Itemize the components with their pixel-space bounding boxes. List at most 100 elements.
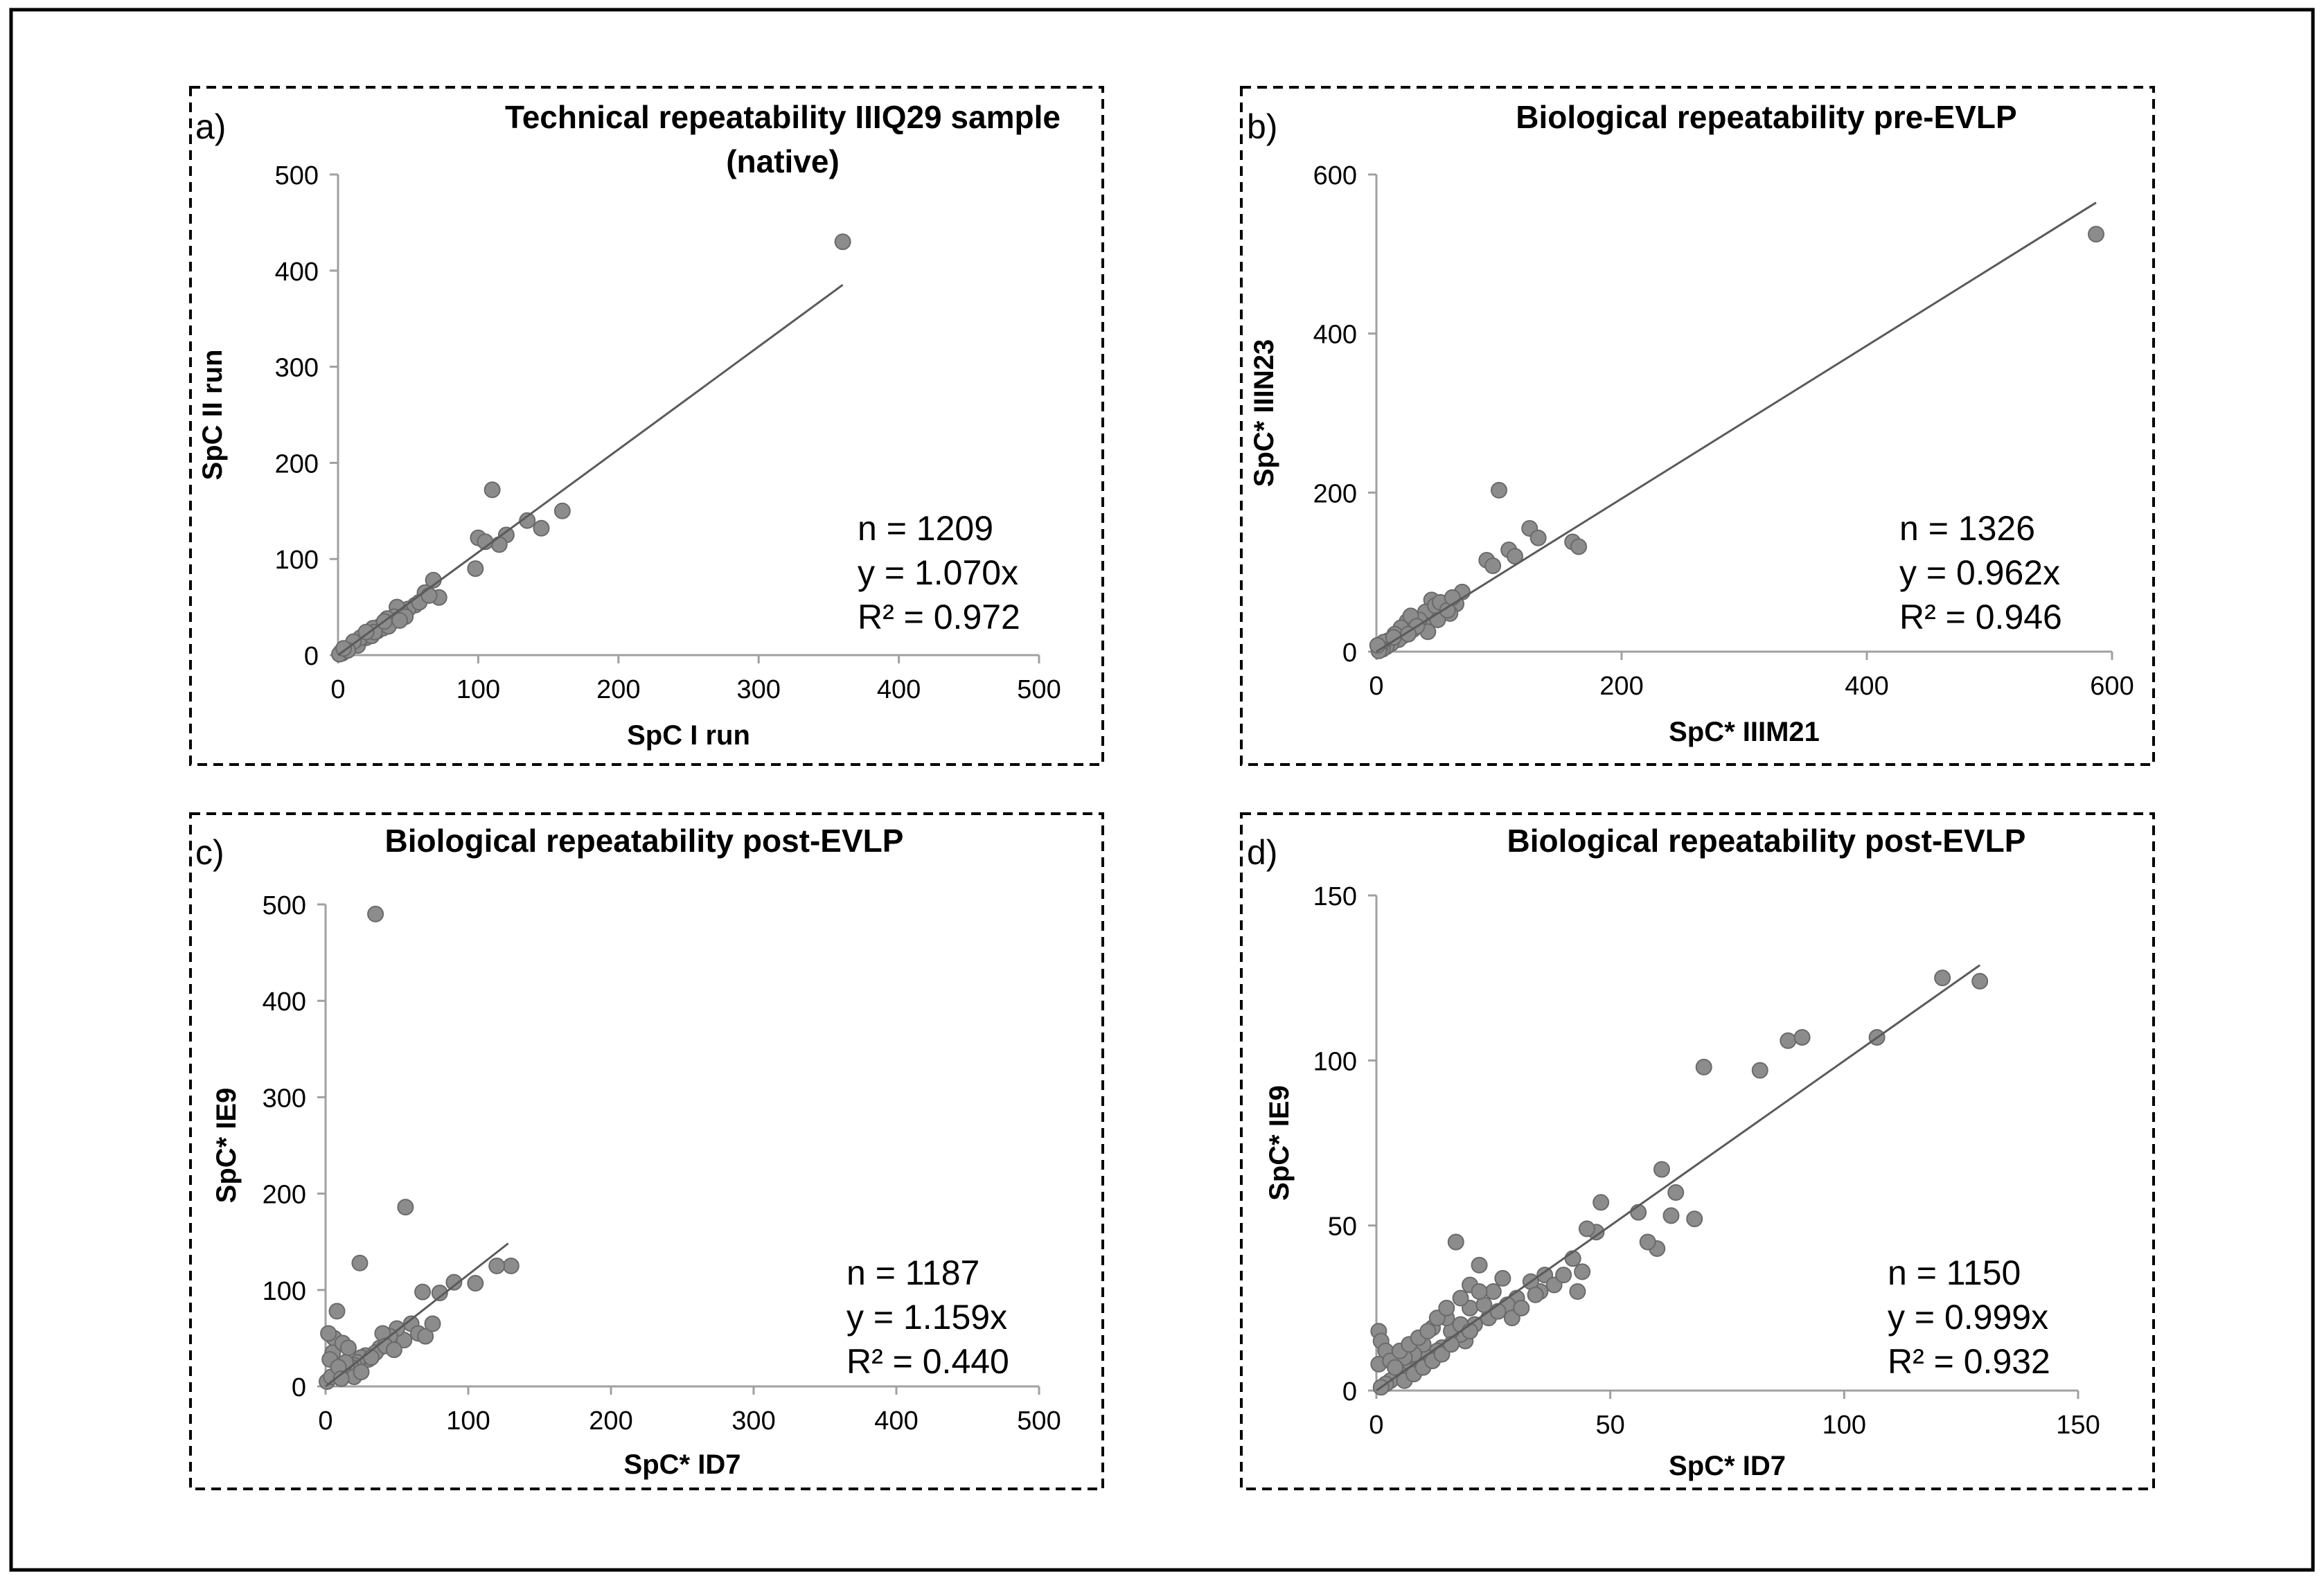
regression-stat: y = 0.999x [1888,1298,2048,1337]
chart-title: (native) [726,143,840,179]
x-axis-title: SpC* IIIM21 [1669,717,1820,747]
regression-stat: n = 1150 [1888,1253,2021,1292]
data-point [490,536,508,553]
x-tick-label: 0 [1369,672,1383,701]
panel-border [189,86,1104,766]
data-point [1452,1289,1469,1307]
data-point [1695,1058,1712,1075]
x-tick-label: 400 [874,1406,918,1436]
chart-title: Biological repeatability post-EVLP [385,823,904,859]
data-point [1507,548,1524,565]
data-point [519,512,536,529]
data-point [1667,1184,1685,1201]
data-point [391,612,409,629]
data-point [488,1258,506,1274]
chart-title: Technical repeatability IIIQ29 sample [505,99,1061,135]
y-tick-label: 500 [263,891,306,920]
data-point [533,519,550,537]
x-tick-label: 500 [1017,1406,1061,1436]
panel-border [1240,86,2155,766]
panel-label: b) [1247,107,1277,146]
regression-stat: n = 1326 [1899,509,2035,548]
data-point [1639,1233,1656,1251]
panels: a) Technical repeatability IIIQ29 sample (… [189,86,2155,1490]
y-tick-label: 0 [1342,1377,1357,1406]
data-point [1653,1161,1670,1178]
data-point [2087,226,2104,243]
data-point [1444,589,1461,606]
x-tick-label: 0 [330,675,345,704]
x-tick-label: 100 [1822,1411,1866,1440]
data-point [1471,1256,1488,1274]
chart-panel-3: c) Biological repeatability post-EVLP 0 100… [189,812,1104,1490]
data-point [424,1315,441,1332]
y-tick-label: 100 [263,1277,306,1306]
data-point [1934,970,1951,987]
data-point [1569,1283,1586,1300]
data-point [385,1341,402,1359]
data-point [1793,1028,1811,1046]
y-tick-label: 100 [275,546,319,575]
chart-panel-4: d) Biological repeatability post-EVLP 0 50 1… [1240,812,2155,1490]
panel-label: a) [195,107,226,146]
y-tick-label: 200 [1313,479,1357,508]
data-point [1578,1220,1595,1238]
data-point [1527,1286,1544,1303]
data-point [367,905,384,922]
x-tick-label: 200 [589,1406,632,1436]
data-point [1419,1323,1437,1340]
data-point [1484,557,1502,574]
data-point [467,1275,484,1292]
data-point [1529,529,1547,546]
x-tick-label: 400 [877,675,921,704]
data-point [328,1303,346,1320]
y-tick-label: 150 [1313,882,1357,911]
regression-stat: y = 1.070x [858,553,1018,592]
x-axis-title: SpC I run [627,720,750,751]
x-tick-label: 50 [1596,1411,1625,1440]
data-point [420,587,438,604]
chart-title: Biological repeatability pre-EVLP [1516,99,2016,135]
trendline [1376,964,1981,1392]
x-tick-label: 100 [456,675,500,704]
regression-stat: n = 1187 [846,1253,979,1292]
y-tick-label: 0 [304,642,319,671]
y-axis-title: SpC II run [197,350,228,481]
x-axis-title: SpC* ID7 [624,1449,741,1480]
data-point [362,1349,380,1366]
data-point [351,1254,369,1271]
data-point [1751,1062,1768,1079]
y-tick-label: 200 [263,1181,306,1210]
y-tick-label: 300 [263,1084,306,1113]
data-point [320,1325,337,1342]
y-tick-label: 0 [1342,638,1357,668]
data-point [467,560,484,578]
x-axis-title: SpC* ID7 [1669,1451,1786,1481]
data-point [1494,1269,1511,1287]
data-point [397,1199,414,1216]
regression-stat: R² = 0.440 [846,1342,1009,1381]
y-axis-title: SpC* IE9 [211,1088,242,1204]
y-tick-label: 500 [275,161,319,190]
data-point [445,1274,463,1291]
panel-label: c) [195,833,224,872]
regression-stat: R² = 0.972 [858,598,1020,636]
data-point [1593,1194,1610,1211]
data-point [502,1258,520,1274]
data-point [1662,1207,1680,1224]
regression-stat: y = 1.159x [846,1298,1007,1337]
trendline [1376,202,2097,653]
data-point [1387,1359,1404,1376]
data-point [1780,1032,1797,1049]
data-point [1471,1283,1488,1300]
data-point [414,1283,432,1301]
y-tick-label: 300 [275,354,319,383]
y-tick-label: 400 [1313,321,1357,350]
y-tick-label: 400 [263,988,306,1017]
y-tick-label: 400 [275,258,319,287]
y-tick-label: 50 [1328,1213,1357,1242]
data-point [1484,1283,1502,1300]
y-axis-title: SpC* IE9 [1264,1085,1295,1201]
x-tick-label: 150 [2056,1411,2100,1440]
